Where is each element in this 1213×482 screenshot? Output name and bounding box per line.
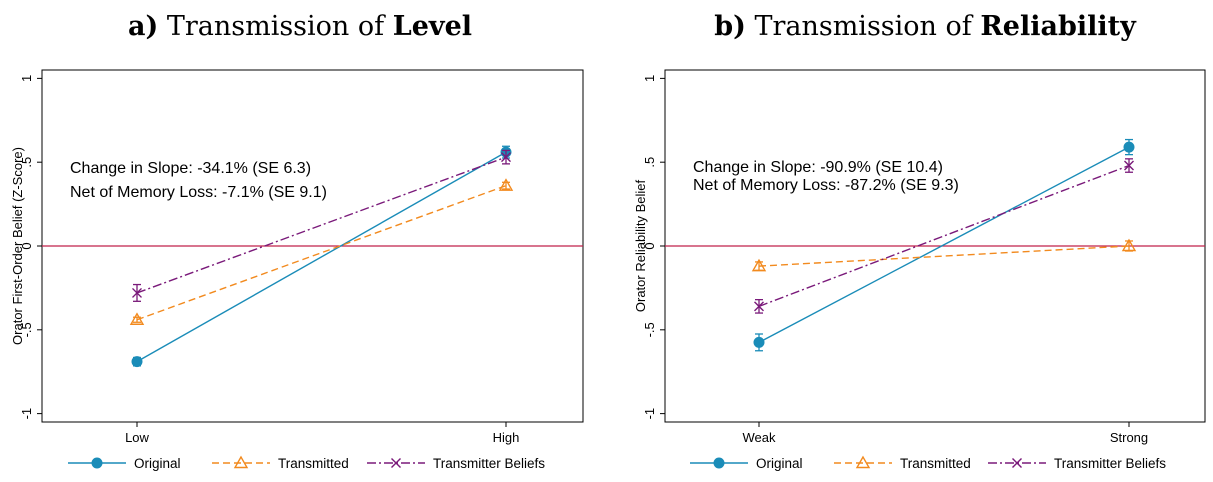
y-tick-label: 1 bbox=[19, 75, 34, 82]
legend-label: Original bbox=[756, 456, 803, 471]
legend-item: Transmitted bbox=[834, 455, 971, 471]
data-point bbox=[751, 258, 767, 272]
legend-label: Original bbox=[134, 456, 181, 471]
annotation: Change in Slope: -34.1% (SE 6.3) bbox=[70, 160, 311, 177]
legend-item: Transmitter Beliefs bbox=[988, 456, 1166, 471]
y-tick-label: 0 bbox=[642, 242, 657, 249]
series-line bbox=[136, 156, 507, 294]
y-tick-label: .5 bbox=[19, 157, 34, 168]
title-mid: Transmission of bbox=[746, 11, 980, 42]
chart-title: b) Transmission of Reliability bbox=[714, 11, 1137, 42]
x-tick-label: High bbox=[493, 430, 520, 445]
data-point bbox=[498, 178, 514, 191]
legend-item: Transmitted bbox=[212, 455, 349, 471]
data-point bbox=[1121, 238, 1137, 252]
series-transmitter-beliefs bbox=[754, 158, 1134, 314]
annotation: Net of Memory Loss: -7.1% (SE 9.1) bbox=[70, 184, 327, 201]
legend-marker bbox=[713, 457, 725, 469]
data-point bbox=[754, 301, 764, 312]
title-prefix: b) bbox=[714, 11, 746, 42]
legend-label: Transmitter Beliefs bbox=[433, 456, 545, 471]
y-tick-label: 0 bbox=[19, 242, 34, 249]
y-tick-label: -1 bbox=[19, 408, 34, 420]
series-line bbox=[136, 184, 507, 321]
series-line bbox=[758, 146, 1130, 344]
chart-panel-a: a) Transmission of Level -1 -.5 0 .5 1 Orator … bbox=[10, 11, 584, 471]
y-tick-label: -.5 bbox=[19, 322, 34, 337]
legend-marker bbox=[855, 455, 871, 469]
annotation: Net of Memory Loss: -87.2% (SE 9.3) bbox=[693, 177, 959, 194]
legend-item: Transmitter Beliefs bbox=[367, 456, 545, 471]
legend: Original Transmitted Transmitter Beliefs bbox=[690, 455, 1166, 471]
title-bold: Level bbox=[393, 11, 472, 42]
chart-panel-b: b) Transmission of Reliability -1 -.5 0 .5 1 O… bbox=[633, 11, 1206, 471]
series-line bbox=[758, 164, 1130, 307]
y-tick-label: 1 bbox=[642, 75, 657, 82]
chart-title: a) Transmission of Level bbox=[128, 11, 472, 42]
y-tick-label: .5 bbox=[642, 157, 657, 168]
y-axis-label: Orator First-Order Belief (Z-Score) bbox=[10, 147, 25, 345]
series-line bbox=[758, 245, 1130, 267]
legend-marker bbox=[391, 458, 401, 468]
legend-marker bbox=[1012, 458, 1022, 468]
legend: Original Transmitted Transmitter Beliefs bbox=[68, 455, 545, 471]
y-tick-label: -.5 bbox=[642, 322, 657, 337]
title-bold: Reliability bbox=[980, 11, 1137, 42]
data-point bbox=[1124, 160, 1134, 171]
legend-marker bbox=[233, 455, 249, 469]
legend-label: Transmitted bbox=[278, 456, 349, 471]
x-tick-label: Strong bbox=[1110, 430, 1148, 445]
y-tick-label: -1 bbox=[642, 408, 657, 420]
legend-label: Transmitted bbox=[900, 456, 971, 471]
legend-marker bbox=[91, 457, 103, 469]
legend-item: Original bbox=[68, 456, 181, 471]
annotation: Change in Slope: -90.9% (SE 10.4) bbox=[693, 159, 943, 176]
data-point bbox=[131, 356, 143, 368]
legend-item: Original bbox=[690, 456, 803, 471]
error-bar bbox=[502, 181, 510, 190]
data-point bbox=[132, 287, 142, 298]
data-point bbox=[129, 312, 145, 325]
series-original bbox=[131, 145, 512, 368]
series-transmitted bbox=[751, 238, 1137, 272]
x-tick-label: Low bbox=[125, 430, 149, 445]
legend-label: Transmitter Beliefs bbox=[1054, 456, 1166, 471]
data-point bbox=[501, 152, 511, 163]
series-original bbox=[753, 138, 1135, 352]
series-transmitted bbox=[129, 178, 514, 325]
data-point bbox=[753, 336, 765, 348]
title-prefix: a) bbox=[128, 11, 158, 42]
title-mid: Transmission of bbox=[158, 11, 392, 42]
y-axis-label: Orator Reliability Belief bbox=[633, 180, 648, 313]
data-point bbox=[1123, 141, 1135, 153]
series-line bbox=[136, 151, 507, 363]
x-tick-label: Weak bbox=[743, 430, 776, 445]
series-transmitter-beliefs bbox=[132, 149, 511, 302]
